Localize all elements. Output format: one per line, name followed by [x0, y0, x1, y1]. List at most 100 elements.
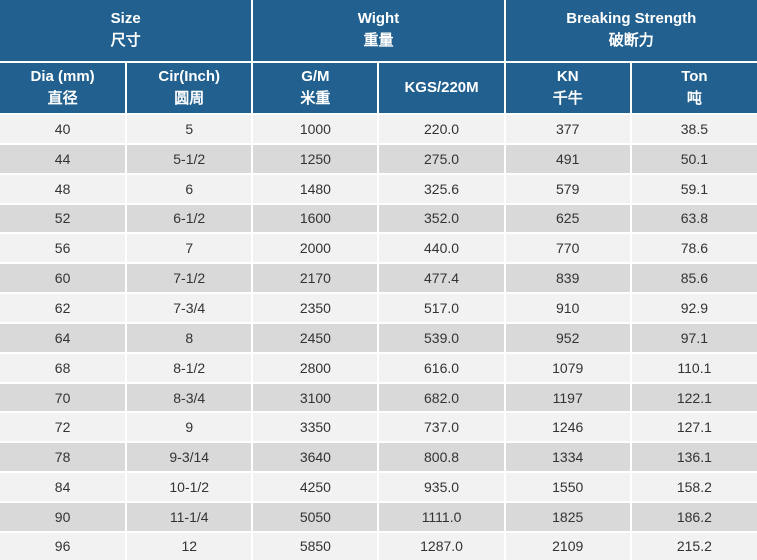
- cell-kgs: 220.0: [377, 113, 506, 145]
- column-header-cir-en: Cir(Inch): [158, 67, 221, 85]
- cell-dia: 40: [0, 113, 128, 145]
- cell-kn: 625: [503, 202, 632, 235]
- column-header-cir: Cir(Inch) 圆周: [125, 61, 254, 115]
- cell-kgs: 352.0: [377, 202, 506, 235]
- cell-dia: 96: [0, 530, 128, 560]
- cell-gm: 1600: [251, 202, 380, 235]
- cell-gm: 1250: [251, 142, 380, 175]
- cell-dia: 84: [0, 471, 128, 503]
- cell-kgs: 935.0: [377, 471, 506, 503]
- cell-gm: 2800: [251, 351, 380, 384]
- group-header-row: Size 尺寸 Wight 重量 Breaking Strength 破断力: [0, 0, 757, 63]
- column-header-dia-zh: 直径: [47, 89, 78, 107]
- table-row: 90 11-1/4 5050 1111.0 1825 186.2: [0, 500, 757, 533]
- cell-dia: 70: [0, 381, 128, 414]
- cell-dia: 52: [0, 202, 128, 235]
- cell-cir: 9-3/14: [125, 441, 254, 474]
- column-header-dia: Dia (mm) 直径: [0, 61, 128, 115]
- cell-kn: 952: [503, 321, 632, 354]
- group-header-size-zh: 尺寸: [110, 32, 141, 49]
- cell-kgs: 517.0: [377, 292, 506, 324]
- column-header-gm: G/M 米重: [251, 61, 380, 115]
- cell-kgs: 682.0: [377, 381, 506, 414]
- cell-kn: 1079: [503, 351, 632, 384]
- cell-ton: 50.1: [629, 142, 757, 175]
- cell-kn: 377: [503, 113, 632, 145]
- group-header-weight: Wight 重量: [251, 0, 506, 63]
- table-row: 64 8 2450 539.0 952 97.1: [0, 321, 757, 354]
- cell-kgs: 275.0: [377, 142, 506, 175]
- cell-kgs: 737.0: [377, 411, 506, 444]
- group-header-weight-en: Wight: [357, 10, 400, 28]
- cell-dia: 64: [0, 321, 128, 354]
- cell-kn: 910: [503, 292, 632, 324]
- cell-cir: 9: [125, 411, 254, 444]
- table-row: 70 8-3/4 3100 682.0 1197 122.1: [0, 381, 757, 414]
- cell-kn: 1197: [503, 381, 632, 414]
- table-row: 44 5-1/2 1250 275.0 491 50.1: [0, 142, 757, 175]
- cell-cir: 5: [125, 113, 254, 145]
- cell-cir: 12: [125, 530, 254, 560]
- cell-dia: 72: [0, 411, 128, 444]
- cell-kn: 579: [503, 172, 632, 205]
- cell-ton: 186.2: [629, 500, 757, 533]
- table-row: 62 7-3/4 2350 517.0 910 92.9: [0, 292, 757, 324]
- table-row: 72 9 3350 737.0 1246 127.1: [0, 411, 757, 444]
- table-body: 40 5 1000 220.0 377 38.5 44 5-1/2 1250 275.0 491 50…: [0, 113, 757, 560]
- group-header-size-en: Size: [110, 10, 141, 28]
- cell-cir: 6: [125, 172, 254, 205]
- cell-gm: 3640: [251, 441, 380, 474]
- table-row: 84 10-1/2 4250 935.0 1550 158.2: [0, 471, 757, 503]
- cell-kgs: 1111.0: [377, 500, 506, 533]
- cell-ton: 38.5: [629, 113, 757, 145]
- cell-kgs: 800.8: [377, 441, 506, 474]
- cell-gm: 2450: [251, 321, 380, 354]
- table-row: 60 7-1/2 2170 477.4 839 85.6: [0, 262, 757, 295]
- group-header-breaking-strength: Breaking Strength 破断力: [503, 0, 757, 63]
- cell-kn: 770: [503, 232, 632, 265]
- column-header-ton-zh: 吨: [686, 89, 702, 107]
- cell-cir: 7-1/2: [125, 262, 254, 295]
- cell-dia: 68: [0, 351, 128, 384]
- column-header-ton: Ton 吨: [629, 61, 757, 115]
- cell-ton: 85.6: [629, 262, 757, 295]
- cell-dia: 62: [0, 292, 128, 324]
- cell-cir: 11-1/4: [125, 500, 254, 533]
- group-header-weight-zh: 重量: [363, 32, 394, 49]
- cell-cir: 5-1/2: [125, 142, 254, 175]
- column-header-gm-en: G/M: [301, 67, 330, 85]
- cell-dia: 60: [0, 262, 128, 295]
- table-row: 78 9-3/14 3640 800.8 1334 136.1: [0, 441, 757, 474]
- cell-cir: 8: [125, 321, 254, 354]
- column-header-kn: KN 千牛: [503, 61, 632, 115]
- table-row: 68 8-1/2 2800 616.0 1079 110.1: [0, 351, 757, 384]
- column-header-row: Dia (mm) 直径 Cir(Inch) 圆周 G/M 米重 KGS/220M…: [0, 61, 757, 115]
- cell-cir: 10-1/2: [125, 471, 254, 503]
- cell-ton: 158.2: [629, 471, 757, 503]
- column-header-kgs-en: KGS/220M: [404, 78, 479, 96]
- table-row: 56 7 2000 440.0 770 78.6: [0, 232, 757, 265]
- cell-kn: 1246: [503, 411, 632, 444]
- cell-kn: 1550: [503, 471, 632, 503]
- group-header-size: Size 尺寸: [0, 0, 254, 63]
- cell-dia: 56: [0, 232, 128, 265]
- column-header-gm-zh: 米重: [300, 89, 331, 107]
- cell-kgs: 616.0: [377, 351, 506, 384]
- column-header-kn-zh: 千牛: [552, 89, 583, 107]
- cell-dia: 90: [0, 500, 128, 533]
- cell-ton: 136.1: [629, 441, 757, 474]
- column-header-kgs: KGS/220M: [377, 61, 506, 115]
- cell-ton: 97.1: [629, 321, 757, 354]
- cell-cir: 8-1/2: [125, 351, 254, 384]
- column-header-kn-en: KN: [556, 67, 579, 85]
- table-row: 52 6-1/2 1600 352.0 625 63.8: [0, 202, 757, 235]
- cell-gm: 2000: [251, 232, 380, 265]
- cell-kn: 839: [503, 262, 632, 295]
- cell-ton: 59.1: [629, 172, 757, 205]
- cell-ton: 92.9: [629, 292, 757, 324]
- group-header-breaking-strength-en: Breaking Strength: [566, 10, 697, 28]
- cell-kgs: 325.6: [377, 172, 506, 205]
- column-header-cir-zh: 圆周: [174, 89, 205, 107]
- cell-ton: 78.6: [629, 232, 757, 265]
